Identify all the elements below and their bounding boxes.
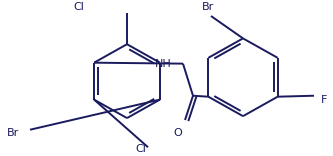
Text: F: F — [321, 95, 328, 105]
Text: O: O — [174, 129, 182, 139]
Text: Br: Br — [7, 128, 19, 138]
Text: NH: NH — [155, 59, 171, 69]
Text: Cl: Cl — [136, 144, 147, 154]
Text: Br: Br — [201, 2, 214, 12]
Text: Cl: Cl — [74, 2, 85, 12]
